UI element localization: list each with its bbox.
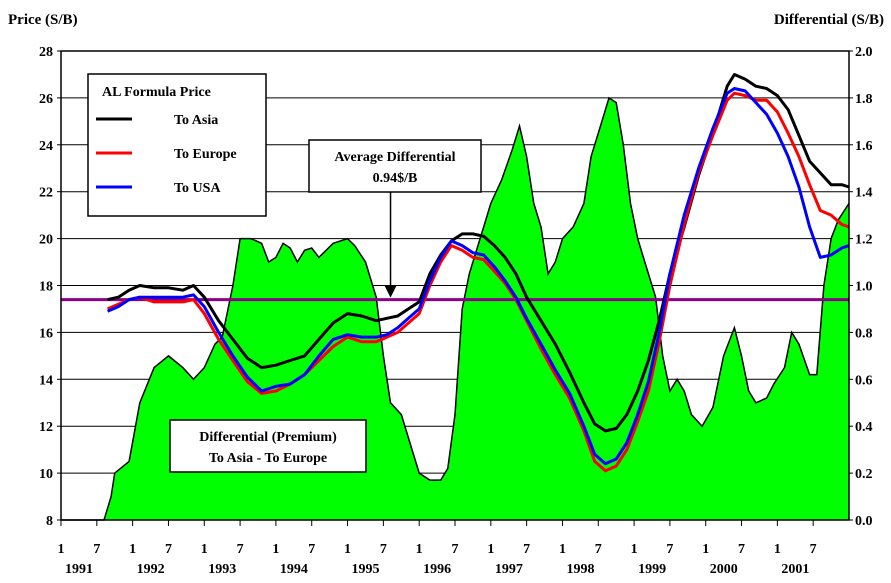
series-line-to-usa xyxy=(106,87,850,466)
x-month-label: 1 xyxy=(58,542,65,557)
x-year-label: 1996 xyxy=(423,562,451,577)
legend-entry-to-asia: To Asia xyxy=(174,113,218,128)
x-month-label: 7 xyxy=(237,542,244,557)
x-year-label: 1998 xyxy=(566,562,594,577)
x-year-label: 2000 xyxy=(710,562,738,577)
x-year-label: 2001 xyxy=(781,562,809,577)
differential-label-box xyxy=(169,419,367,473)
legend-box xyxy=(87,73,267,217)
x-month-label: 1 xyxy=(774,542,781,557)
right-tick-label: 0.0 xyxy=(855,514,873,529)
x-year-label: 1992 xyxy=(137,562,165,577)
x-month-label: 1 xyxy=(416,542,423,557)
right-tick-label: 0.6 xyxy=(855,373,873,388)
x-month-label: 7 xyxy=(523,542,530,557)
x-month-label: 1 xyxy=(344,542,351,557)
right-tick-label: 1.0 xyxy=(855,280,873,295)
differential-label-line1: Differential (Premium) xyxy=(199,430,337,445)
x-month-label: 7 xyxy=(595,542,602,557)
left-tick-label: 14 xyxy=(39,373,53,388)
left-tick-label: 12 xyxy=(39,420,53,435)
left-tick-label: 16 xyxy=(39,326,53,341)
left-tick-label: 24 xyxy=(39,139,53,154)
legend-entry-to-usa: To USA xyxy=(174,181,221,196)
x-month-label: 1 xyxy=(201,542,208,557)
x-month-label: 1 xyxy=(559,542,566,557)
x-year-label: 1993 xyxy=(208,562,236,577)
right-tick-label: 1.8 xyxy=(855,92,873,107)
axis-ticks: 8 10 12 14 16 18 20 22 24 26 28 0.0 0.2 0.4 0.6 0.8 1.0 1… xyxy=(39,45,873,577)
right-axis-title: Differential (S/B) xyxy=(774,12,884,28)
x-month-label: 7 xyxy=(380,542,387,557)
differential-area-layer xyxy=(61,96,850,521)
differential-area xyxy=(61,97,849,521)
annotations-layer: Average Differential 0.94$/B Differential … xyxy=(169,139,482,473)
x-month-label: 1 xyxy=(272,542,279,557)
x-month-label: 7 xyxy=(165,542,172,557)
x-month-label: 7 xyxy=(452,542,459,557)
price-lines-layer xyxy=(106,73,850,473)
left-tick-label: 26 xyxy=(39,92,53,107)
left-tick-label: 20 xyxy=(39,233,53,248)
average-arrow-head xyxy=(384,285,397,298)
legend-entry-to-europe: To Europe xyxy=(174,147,237,162)
x-year-label: 1997 xyxy=(495,562,523,577)
x-month-label: 7 xyxy=(93,542,100,557)
x-year-label: 1991 xyxy=(65,562,93,577)
right-tick-label: 0.2 xyxy=(855,467,873,482)
left-tick-label: 28 xyxy=(39,45,53,60)
average-label-line1: Average Differential xyxy=(334,150,455,165)
x-month-label: 7 xyxy=(666,542,673,557)
average-label-box xyxy=(308,139,482,193)
right-tick-label: 1.6 xyxy=(855,139,873,154)
x-month-label: 1 xyxy=(487,542,494,557)
x-month-label: 1 xyxy=(129,542,136,557)
legend: AL Formula Price To Asia To Europe To USA xyxy=(87,73,267,217)
x-month-label: 1 xyxy=(631,542,638,557)
right-tick-label: 1.4 xyxy=(855,186,873,201)
left-tick-label: 18 xyxy=(39,280,53,295)
left-tick-label: 8 xyxy=(46,514,53,529)
legend-title: AL Formula Price xyxy=(102,85,211,100)
left-tick-label: 22 xyxy=(39,186,53,201)
differential-label-line2: To Asia - To Europe xyxy=(209,451,327,466)
x-month-label: 1 xyxy=(702,542,709,557)
left-tick-label: 10 xyxy=(39,467,53,482)
differential-outline xyxy=(61,96,850,521)
left-axis-title: Price (S/B) xyxy=(8,12,78,28)
x-month-label: 7 xyxy=(810,542,817,557)
x-year-label: 1994 xyxy=(280,562,308,577)
series-line-to-europe xyxy=(107,91,850,473)
right-tick-label: 1.2 xyxy=(855,233,873,248)
x-month-label: 7 xyxy=(738,542,745,557)
x-year-label: 1999 xyxy=(638,562,666,577)
x-month-label: 7 xyxy=(308,542,315,557)
x-year-label: 1995 xyxy=(352,562,380,577)
right-tick-label: 0.4 xyxy=(855,420,873,435)
average-label-line2: 0.94$/B xyxy=(373,171,418,186)
series-line-to-asia xyxy=(107,73,850,433)
right-tick-label: 0.8 xyxy=(855,326,873,341)
right-tick-label: 2.0 xyxy=(855,45,873,60)
